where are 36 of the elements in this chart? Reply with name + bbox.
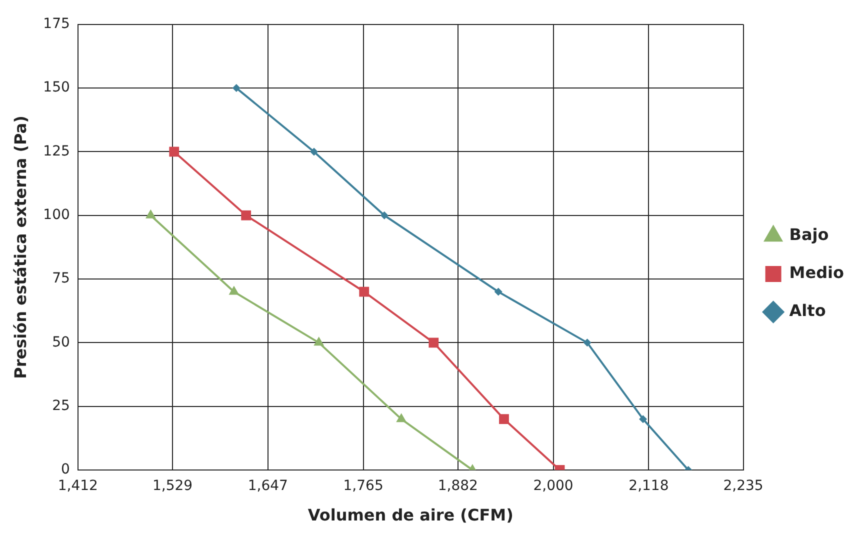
y-tick-label: 25 <box>52 398 70 414</box>
point <box>145 209 156 218</box>
point <box>241 210 252 220</box>
point <box>359 286 370 297</box>
point <box>499 414 509 424</box>
legend-label: Alto <box>789 301 826 320</box>
x-axis-title: Volumen de aire (CFM) <box>308 506 514 525</box>
x-tick-label: 2,118 <box>628 478 669 494</box>
point <box>494 288 502 296</box>
point <box>428 338 439 348</box>
point <box>396 413 407 422</box>
point <box>380 211 388 220</box>
point <box>169 146 180 157</box>
y-tick-label: 125 <box>43 143 70 160</box>
y-tick-label: 75 <box>52 270 70 287</box>
y-tick-label: 175 <box>43 16 70 32</box>
point <box>314 336 324 346</box>
point <box>639 415 648 424</box>
y-axis-title: Presión estática externa (Pa) <box>10 116 30 379</box>
y-tick-label: 150 <box>43 80 70 96</box>
y-tick-label: 100 <box>43 207 70 224</box>
legend-label: Bajo <box>789 225 829 244</box>
point <box>228 286 240 295</box>
x-tick-label: 1,412 <box>58 478 98 494</box>
x-tick-label: 1,647 <box>248 478 288 494</box>
x-tick-label: 2,000 <box>533 478 574 494</box>
y-tick-label: 0 <box>61 462 70 478</box>
x-tick-label: 1,529 <box>152 478 193 494</box>
x-tick-label: 2,235 <box>723 478 764 494</box>
x-tick-label: 1,765 <box>343 478 384 494</box>
point <box>583 338 592 347</box>
point <box>310 148 318 156</box>
x-tick-label: 1,882 <box>438 478 478 494</box>
legend-label: Medio <box>789 263 844 282</box>
y-tick-label: 50 <box>52 334 70 350</box>
point <box>232 84 240 92</box>
